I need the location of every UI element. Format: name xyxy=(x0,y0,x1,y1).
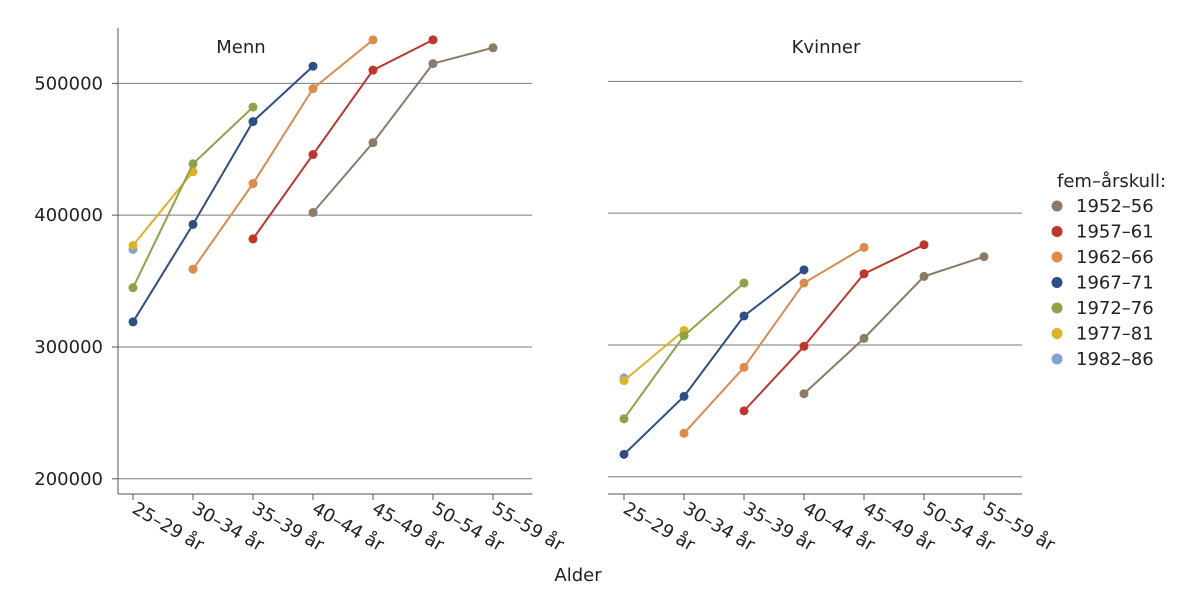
data-point-1972-76 xyxy=(188,159,198,169)
data-point-1967-71 xyxy=(799,265,809,275)
y-axis-labels: 200000 300000 400000 500000 xyxy=(34,73,103,489)
data-point-1962-66 xyxy=(679,428,689,438)
data-point-1962-66 xyxy=(799,278,809,288)
legend: fem–årskull: 1952–56 1957–61 1962–66 1967–7… xyxy=(1051,171,1166,370)
legend-swatch-1982-86 xyxy=(1051,353,1063,365)
data-point-1977-81 xyxy=(619,376,629,386)
data-point-1952-56 xyxy=(428,59,438,69)
panel-title: Menn xyxy=(216,37,265,58)
data-point-1967-71 xyxy=(619,449,629,459)
y-tick-label: 300000 xyxy=(34,337,103,358)
series-line-1952-56 xyxy=(312,46,494,214)
legend-swatch-1977-81 xyxy=(1051,328,1063,339)
data-point-1952-56 xyxy=(979,252,989,262)
y-tick-label: 400000 xyxy=(34,205,103,226)
legend-swatch-1957-61 xyxy=(1051,226,1063,237)
data-point-1972-76 xyxy=(679,331,689,341)
data-point-1962-66 xyxy=(248,179,258,189)
legend-title: fem–årskull: xyxy=(1057,171,1166,192)
series-line-1962-66 xyxy=(192,39,374,270)
series-line-1972-76 xyxy=(132,106,254,289)
data-point-1952-56 xyxy=(799,389,809,399)
legend-label-1952-56: 1952–56 xyxy=(1076,196,1154,217)
series-line-1962-66 xyxy=(683,246,865,434)
legend-label-1977-81: 1977–81 xyxy=(1076,324,1154,345)
series-line-1957-61 xyxy=(252,38,434,240)
data-point-1957-61 xyxy=(248,234,258,244)
data-point-1967-71 xyxy=(679,391,689,401)
data-point-1967-71 xyxy=(128,317,138,327)
data-point-1962-66 xyxy=(188,264,198,274)
data-point-1952-56 xyxy=(308,208,318,218)
legend-swatch-1967-71 xyxy=(1051,277,1063,288)
data-point-1952-56 xyxy=(488,43,498,53)
legend-swatch-1972-76 xyxy=(1051,302,1063,314)
data-point-1952-56 xyxy=(368,138,378,148)
legend-label-1972-76: 1972–76 xyxy=(1076,298,1154,319)
series-line-1957-61 xyxy=(743,243,925,412)
data-point-1957-61 xyxy=(919,240,929,250)
panel-title: Kvinner xyxy=(792,37,861,58)
x-axis-title: Alder xyxy=(554,565,602,586)
data-point-1957-61 xyxy=(428,35,438,45)
legend-label-1967-71: 1967–71 xyxy=(1076,273,1154,294)
series-line-1967-71 xyxy=(132,65,314,323)
data-point-1967-71 xyxy=(188,219,198,229)
data-point-1957-61 xyxy=(799,341,809,351)
data-point-1952-56 xyxy=(859,333,869,343)
series-line-1967-71 xyxy=(623,269,805,456)
data-point-1967-71 xyxy=(739,311,749,321)
y-tick-label: 200000 xyxy=(34,469,103,490)
legend-swatch-1952-56 xyxy=(1051,200,1063,212)
data-point-1952-56 xyxy=(919,271,929,281)
legend-label-1982-86: 1982–86 xyxy=(1076,349,1154,370)
data-point-1962-66 xyxy=(308,84,318,94)
series-line-1952-56 xyxy=(803,255,985,395)
data-point-1962-66 xyxy=(368,35,378,45)
data-point-1957-61 xyxy=(859,269,869,279)
data-point-1972-76 xyxy=(619,414,629,424)
series-line-1977-81 xyxy=(623,329,685,382)
y-tick-label: 500000 xyxy=(34,73,103,94)
data-point-1967-71 xyxy=(308,61,318,71)
data-point-1957-61 xyxy=(739,406,749,416)
legend-label-1962-66: 1962–66 xyxy=(1076,247,1154,268)
data-point-1972-76 xyxy=(248,102,258,112)
legend-label-1957-61: 1957–61 xyxy=(1076,222,1154,243)
data-point-1972-76 xyxy=(739,278,749,288)
data-point-1967-71 xyxy=(248,117,258,127)
data-point-1962-66 xyxy=(859,242,869,252)
data-point-1972-76 xyxy=(128,283,138,293)
data-point-1957-61 xyxy=(308,150,318,160)
data-point-1957-61 xyxy=(368,65,378,75)
legend-swatch-1962-66 xyxy=(1051,251,1063,263)
data-point-1977-81 xyxy=(128,240,138,250)
data-point-1962-66 xyxy=(739,362,749,372)
